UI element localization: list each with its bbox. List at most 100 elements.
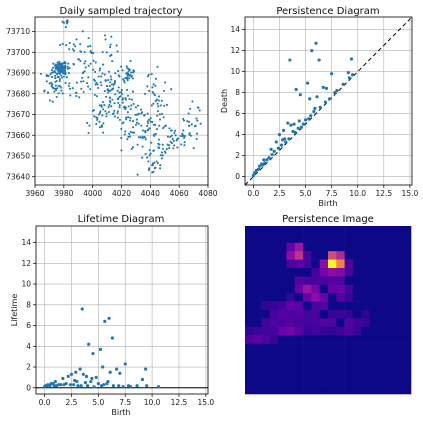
heatmap-cell <box>352 326 362 336</box>
heatmap-cell <box>286 343 296 353</box>
trajectory-point <box>51 100 54 103</box>
persistence-point <box>324 86 329 90</box>
heatmap-cell <box>269 377 279 386</box>
persistence-point <box>274 140 278 144</box>
persistence-point <box>323 100 327 104</box>
persistence-point <box>310 49 314 53</box>
trajectory-point <box>146 156 149 159</box>
trajectory-point <box>113 102 116 105</box>
persistence-point <box>258 164 262 168</box>
trajectory-point <box>125 72 128 75</box>
trajectory-point <box>84 66 87 69</box>
persistence-diagram-panel: Persistence Diagram 0.0 2.5 5.0 7.5 10.0 12.5… <box>220 6 418 208</box>
heatmap-cell <box>361 251 370 260</box>
heatmap-cell <box>278 335 287 344</box>
heatmap-cell <box>311 226 320 235</box>
trajectory-point <box>99 81 102 84</box>
heatmap-cell <box>328 318 337 328</box>
heatmap-cell <box>269 335 279 344</box>
trajectory-point <box>149 152 152 155</box>
heatmap-cell <box>269 284 279 294</box>
trajectory-point <box>151 120 154 123</box>
trajectory-point <box>56 61 59 64</box>
trajectory-point <box>181 132 184 135</box>
heatmap-cell <box>269 301 279 311</box>
trajectory-point <box>146 128 150 131</box>
trajectory-point <box>109 45 112 49</box>
persistence-point <box>314 41 318 45</box>
heatmap-cell <box>261 251 271 260</box>
trajectory-point <box>63 60 66 64</box>
heatmap-cell <box>369 377 379 386</box>
y-tick-label: 73710 <box>6 27 30 36</box>
trajectory-point <box>120 93 124 96</box>
trajectory-point <box>147 168 150 172</box>
heatmap-cell <box>402 352 412 361</box>
y-tick-label: 73650 <box>6 152 30 161</box>
heatmap-cells <box>245 226 412 395</box>
trajectory-point <box>73 49 76 52</box>
heatmap-cell <box>344 301 354 311</box>
trajectory-point <box>143 92 147 95</box>
persistence-point <box>299 125 303 129</box>
trajectory-point <box>129 59 132 62</box>
trajectory-point <box>117 98 120 101</box>
heatmap-cell <box>253 368 262 378</box>
heatmap-cell <box>278 377 287 386</box>
heatmap-cell <box>369 301 379 311</box>
trajectory-point <box>168 146 171 150</box>
persistence-point <box>289 123 293 127</box>
heatmap-cell <box>394 385 403 395</box>
persistence-point <box>333 91 337 95</box>
y-tick-label: 8 <box>235 88 240 97</box>
trajectory-point <box>67 84 70 88</box>
heatmap-cell <box>261 276 271 286</box>
heatmap-cell <box>344 368 354 378</box>
heatmap-cell <box>377 251 387 260</box>
trajectory-point <box>88 124 91 127</box>
trajectory-point <box>87 132 90 135</box>
heatmap-cell <box>303 310 312 319</box>
heatmap-cell <box>303 251 312 260</box>
y-tick-label: 12 <box>21 259 31 268</box>
heatmap-cell <box>269 242 279 252</box>
heatmap-cell <box>245 310 254 319</box>
trajectory-point <box>159 154 162 157</box>
heatmap-cell <box>377 318 387 328</box>
heatmap-cell <box>377 343 387 353</box>
trajectory-point <box>58 63 61 66</box>
lifetime-point <box>103 319 107 324</box>
trajectory-point <box>104 79 107 82</box>
heatmap-cell <box>261 284 271 294</box>
y-tick-label: 73640 <box>6 172 30 181</box>
lifetime-point <box>98 347 103 352</box>
heatmap-cell <box>294 310 304 319</box>
persistence-point <box>330 72 334 76</box>
heatmap-cell <box>245 251 254 260</box>
trajectory-point <box>93 93 96 96</box>
heatmap-cell <box>311 310 320 319</box>
lifetime-point <box>56 383 61 387</box>
trajectory-point <box>148 149 151 152</box>
heatmap-cell <box>394 360 403 370</box>
trajectory-point <box>103 90 106 93</box>
heatmap-cell <box>344 318 354 328</box>
heatmap-cell <box>261 293 271 302</box>
heatmap-cell <box>245 318 254 328</box>
trajectory-point <box>169 135 172 138</box>
trajectory-point <box>95 116 98 119</box>
trajectory-point <box>170 129 173 132</box>
heatmap-cell <box>303 360 312 370</box>
heatmap-cell <box>369 284 379 294</box>
trajectory-point <box>102 131 105 134</box>
trajectory-point <box>136 143 139 146</box>
heatmap-cell <box>269 368 279 378</box>
heatmap-cell <box>336 352 345 361</box>
trajectory-point <box>130 75 133 78</box>
trajectory-point <box>51 83 54 86</box>
heatmap-cell <box>352 385 362 395</box>
trajectory-point <box>103 104 106 107</box>
trajectory-point <box>64 26 67 29</box>
heatmap-cell <box>303 301 312 311</box>
trajectory-point <box>123 105 126 108</box>
